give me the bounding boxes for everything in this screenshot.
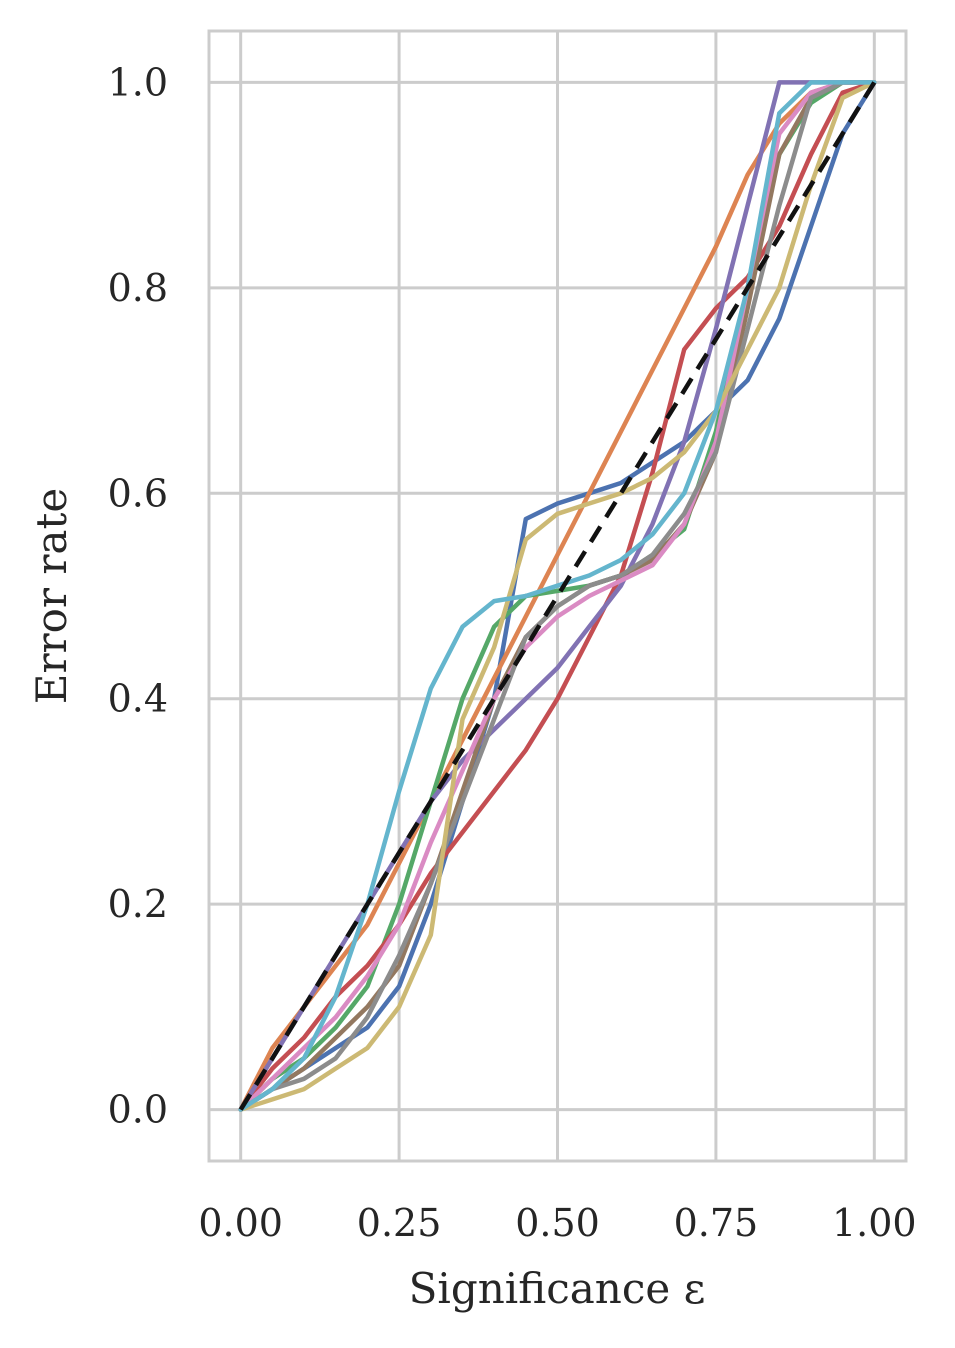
x-tick-label: 0.75 bbox=[674, 1201, 759, 1245]
series-line-5 bbox=[238, 80, 877, 1112]
y-tick-label: 0.2 bbox=[108, 882, 168, 926]
y-tick-labels: 0.0 0.2 0.4 0.6 0.8 1.0 bbox=[108, 60, 168, 1131]
series-line-8 bbox=[238, 80, 877, 1112]
series-line-9 bbox=[238, 80, 877, 1112]
series-line-10 bbox=[238, 80, 877, 1112]
series-lines bbox=[238, 80, 877, 1112]
plot-frame bbox=[207, 29, 908, 1163]
x-axis-label: Significance ε bbox=[409, 1264, 706, 1313]
y-tick-label: 0.8 bbox=[108, 266, 168, 310]
y-tick-label: 1.0 bbox=[108, 60, 168, 104]
x-tick-label: 0.00 bbox=[198, 1201, 283, 1245]
x-tick-label: 1.00 bbox=[832, 1201, 917, 1245]
y-tick-label: 0.0 bbox=[108, 1088, 168, 1132]
series-line-2 bbox=[238, 80, 877, 1112]
y-tick-label: 0.4 bbox=[108, 677, 168, 721]
x-tick-labels: 0.00 0.25 0.50 0.75 1.00 bbox=[198, 1201, 916, 1245]
series-line-7 bbox=[238, 80, 877, 1112]
y-axis-label: Error rate bbox=[27, 488, 76, 704]
y-tick-label: 0.6 bbox=[108, 471, 168, 515]
x-tick-label: 0.25 bbox=[357, 1201, 442, 1245]
x-tick-label: 0.50 bbox=[515, 1201, 600, 1245]
